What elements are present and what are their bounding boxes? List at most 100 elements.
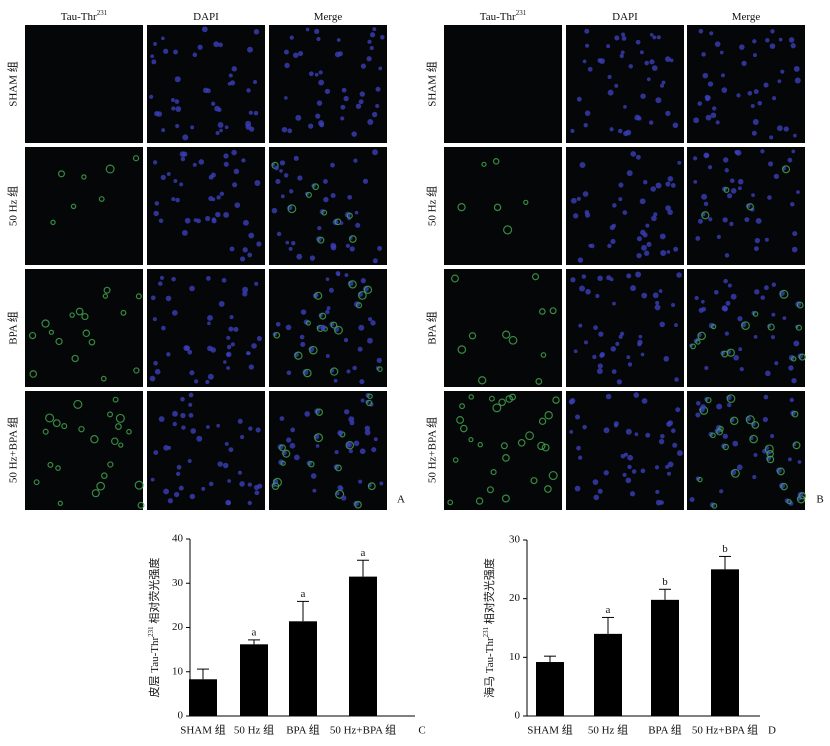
nucleus	[300, 341, 306, 347]
nucleus	[224, 125, 229, 130]
y-tick-label: 10	[509, 651, 521, 663]
nucleus	[254, 281, 259, 286]
nucleus	[727, 283, 732, 288]
nucleus	[641, 292, 648, 299]
nucleus	[697, 218, 703, 224]
nucleus	[312, 488, 317, 493]
nucleus	[158, 218, 164, 224]
nucleus	[751, 130, 757, 136]
tau-signal	[330, 321, 338, 329]
nucleus	[214, 105, 220, 112]
tau-signal	[312, 183, 320, 191]
nucleus	[330, 162, 335, 168]
tau-signal	[134, 480, 144, 490]
nucleus	[371, 447, 377, 453]
nucleus	[652, 292, 659, 299]
tau-signal	[509, 393, 517, 401]
nucleus	[348, 448, 353, 454]
nucleus	[254, 490, 260, 496]
nucleus	[173, 491, 180, 498]
nucleus	[674, 377, 679, 382]
nucleus	[724, 253, 730, 258]
nucleus	[208, 481, 214, 487]
nucleus	[370, 320, 376, 326]
nucleus	[610, 238, 616, 245]
nucleus	[229, 246, 235, 252]
nucleus	[325, 309, 330, 315]
nucleus	[163, 445, 169, 451]
tau-signal	[82, 329, 91, 338]
tau-signal	[486, 486, 494, 494]
nucleus	[324, 88, 331, 95]
nucleus	[152, 160, 158, 165]
nucleus	[709, 31, 714, 36]
column-header-text: DAPI	[193, 11, 219, 23]
nucleus	[753, 246, 759, 252]
tau-signal	[722, 443, 729, 451]
nucleus	[764, 237, 769, 242]
nucleus	[760, 149, 765, 154]
nucleus	[765, 370, 771, 377]
nucleus	[622, 472, 627, 477]
nucleus	[693, 117, 700, 124]
nucleus	[255, 427, 261, 433]
tau-signal	[133, 367, 140, 374]
nucleus	[339, 486, 344, 491]
nucleus	[189, 370, 195, 376]
nucleus	[375, 86, 381, 92]
tau-signal	[791, 410, 799, 418]
nucleus	[230, 342, 235, 347]
significance-label: b	[662, 576, 668, 588]
tau-signal	[309, 345, 318, 355]
nucleus	[196, 218, 201, 224]
nucleus	[796, 190, 800, 195]
nucleus	[343, 337, 349, 343]
nucleus	[364, 425, 371, 432]
tau-signal	[41, 319, 50, 328]
nucleus	[254, 179, 261, 186]
nucleus	[194, 379, 199, 384]
nucleus	[314, 72, 319, 77]
tau-signal	[777, 467, 785, 476]
nucleus	[188, 402, 193, 407]
tau-signal	[48, 329, 55, 335]
nucleus	[665, 464, 670, 469]
nucleus	[172, 410, 178, 417]
nucleus	[300, 309, 307, 315]
nucleus	[205, 88, 211, 94]
nucleus	[248, 232, 255, 239]
nucleus	[659, 321, 666, 328]
nucleus	[635, 271, 642, 278]
nucleus	[247, 252, 253, 258]
tau-signal	[517, 438, 526, 447]
tau-signal	[115, 413, 125, 423]
y-tick-label: 20	[172, 621, 184, 633]
nucleus	[630, 151, 637, 157]
tau-signal	[91, 489, 100, 498]
nucleus	[175, 197, 180, 203]
nucleus	[364, 429, 371, 436]
nucleus	[180, 412, 186, 419]
micrograph	[687, 269, 805, 387]
column-header-text: Merge	[314, 11, 343, 23]
nucleus	[242, 286, 249, 293]
nucleus	[592, 354, 597, 360]
nucleus	[279, 416, 285, 421]
nucleus	[289, 189, 294, 194]
nucleus	[210, 347, 217, 353]
x-tick-label: 50 Hz 组	[234, 723, 274, 737]
nucleus	[178, 485, 184, 491]
nucleus	[640, 93, 646, 99]
nucleus	[670, 183, 676, 188]
nucleus	[157, 281, 163, 286]
nucleus	[725, 300, 731, 306]
tau-signal	[101, 472, 108, 479]
nucleus	[208, 195, 214, 202]
column-header-text: Tau-Thr	[61, 11, 97, 23]
tau-signal	[710, 323, 717, 330]
nucleus	[271, 207, 278, 214]
micrograph	[444, 147, 562, 265]
panel-label: B	[816, 494, 823, 506]
nucleus	[206, 425, 210, 429]
bar	[594, 633, 622, 716]
